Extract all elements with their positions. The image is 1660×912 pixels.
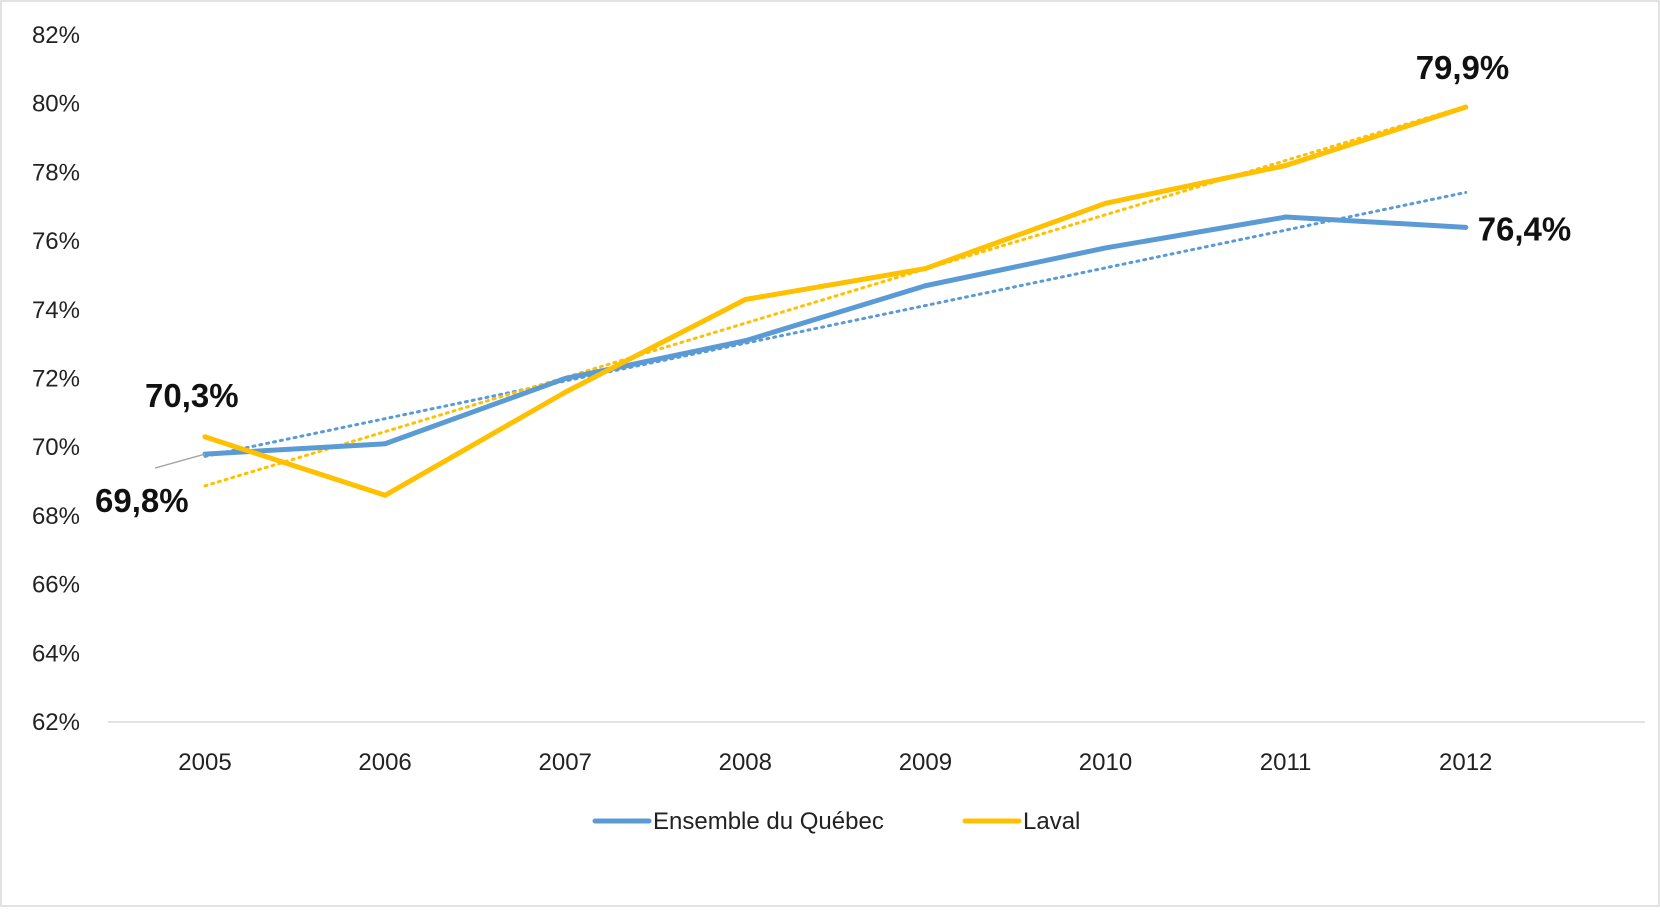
legend: Ensemble du Québec Laval <box>592 808 1080 835</box>
data-point <box>562 389 568 395</box>
data-label: 69,8% <box>95 482 189 519</box>
data-point <box>382 492 388 498</box>
data-point <box>742 338 748 344</box>
x-tick-label: 2007 <box>539 749 592 776</box>
series-line-1 <box>202 104 1469 498</box>
axes-layer: 62% 64% 66% 68% 70% 72% 74% 76% 78% 80% 82% 2005 200… <box>32 22 1645 776</box>
x-tick-label: 2010 <box>1079 749 1132 776</box>
y-tick-label: 72% <box>32 366 80 393</box>
y-tick-label: 82% <box>32 22 80 49</box>
data-label-leader <box>154 453 206 469</box>
data-point <box>1103 200 1108 206</box>
series-line-0 <box>202 214 1469 457</box>
data-point <box>922 266 928 272</box>
trendlines-layer <box>203 104 1468 488</box>
data-label: 76,4% <box>1478 210 1572 247</box>
x-tick-label: 2006 <box>358 749 411 776</box>
data-labels-layer: 69,8% 70,3% 79,9% 76,4% <box>95 49 1571 519</box>
data-point <box>922 283 928 289</box>
data-point <box>1463 224 1469 230</box>
y-tick-label: 70% <box>32 434 80 461</box>
x-tick-label: 2005 <box>178 749 231 776</box>
data-point <box>1283 214 1289 220</box>
data-point <box>1463 104 1469 110</box>
y-tick-label: 76% <box>32 228 80 255</box>
y-tick-label: 74% <box>32 297 80 324</box>
data-point <box>1283 163 1289 169</box>
data-point <box>562 376 568 381</box>
x-tick-label: 2012 <box>1439 749 1492 776</box>
y-tick-label: 66% <box>32 572 80 599</box>
x-tick-label: 2011 <box>1260 749 1312 776</box>
trendline-0 <box>203 190 1468 458</box>
x-tick-label: 2009 <box>899 749 952 776</box>
y-tick-label: 62% <box>32 709 80 736</box>
y-tick-label: 80% <box>32 91 80 118</box>
legend-label-0: Ensemble du Québec <box>653 808 884 835</box>
series-layer <box>202 104 1469 498</box>
data-point <box>382 441 388 447</box>
data-label: 70,3% <box>145 377 239 414</box>
trendline-1 <box>203 104 1468 488</box>
x-tick-label: 2008 <box>719 749 772 776</box>
legend-label-1: Laval <box>1023 808 1080 835</box>
y-tick-label: 64% <box>32 640 80 667</box>
data-point <box>1103 245 1108 251</box>
data-point <box>742 296 748 302</box>
data-point <box>202 434 208 440</box>
data-label: 79,9% <box>1416 49 1510 86</box>
y-tick-label: 68% <box>32 503 80 530</box>
y-tick-label: 78% <box>32 159 80 186</box>
